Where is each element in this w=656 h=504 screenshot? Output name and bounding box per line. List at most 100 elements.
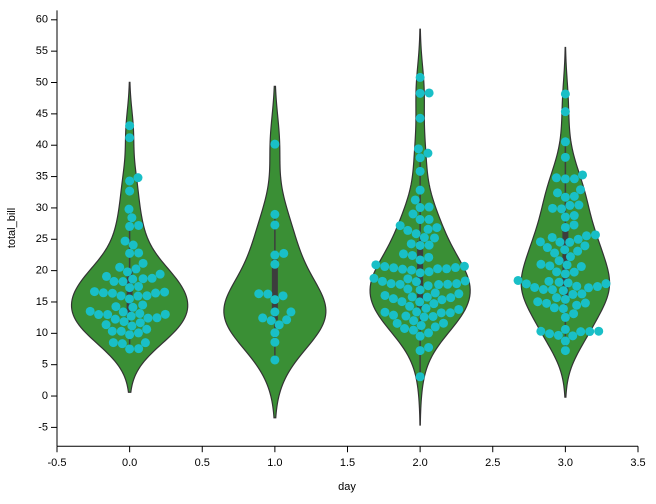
x-tick-label: 2.0 (412, 457, 427, 469)
swarm-point (415, 113, 425, 123)
swarm-point (135, 318, 145, 328)
swarm-point (415, 297, 425, 307)
swarm-point (592, 282, 602, 292)
swarm-point (125, 330, 135, 340)
swarm-point (530, 282, 540, 292)
swarm-point (562, 260, 572, 270)
swarm-point (405, 301, 415, 311)
swarm-point (547, 285, 557, 295)
swarm-point (270, 139, 280, 149)
swarm-point (128, 274, 138, 284)
swarm-point (430, 322, 440, 332)
swarm-point (407, 265, 417, 275)
swarm-point (560, 294, 570, 304)
swarm-point (270, 295, 280, 305)
swarm-point (560, 245, 570, 255)
swarm-point (128, 240, 138, 250)
swarm-point (415, 153, 425, 163)
swarm-point (119, 317, 129, 327)
swarm-point (415, 203, 425, 213)
swarm-point (454, 304, 464, 314)
swarm-point (134, 220, 144, 230)
swarm-point (560, 346, 570, 356)
swarm-point (403, 274, 413, 284)
swarm-point (442, 264, 452, 274)
swarm-point (415, 185, 425, 195)
swarm-point (569, 211, 579, 221)
swarm-point (109, 276, 119, 286)
swarm-point (128, 302, 138, 312)
swarm-point (424, 267, 434, 277)
y-tick-label: 60 (36, 14, 48, 26)
swarm-point (118, 277, 128, 287)
swarm-point (415, 255, 425, 265)
swarm-point (125, 133, 135, 143)
swarm-point (545, 329, 555, 339)
swarm-point (459, 261, 469, 271)
swarm-point (142, 324, 152, 334)
swarm-point (89, 287, 99, 297)
swarm-point (421, 303, 431, 313)
swarm-point (415, 346, 425, 356)
swarm-point (533, 297, 543, 307)
swarm-point (422, 292, 432, 302)
swarm-point (415, 372, 425, 382)
swarm-point (142, 291, 152, 301)
swarm-point (548, 203, 558, 213)
swarm-point (122, 267, 132, 277)
swarm-point (560, 192, 570, 202)
swarm-point (560, 107, 570, 117)
swarm-point (560, 174, 570, 184)
swarm-point (576, 327, 586, 337)
swarm-point (408, 325, 418, 335)
swarm-point (572, 300, 582, 310)
swarm-point (568, 331, 578, 341)
swarm-point (274, 320, 284, 330)
swarm-point (581, 231, 591, 241)
swarm-point (151, 288, 161, 298)
swarm-point (126, 311, 136, 321)
swarm-point (408, 209, 418, 219)
swarm-point (395, 221, 405, 231)
swarm-point (270, 328, 280, 338)
swarm-point (590, 230, 600, 240)
swarm-point (573, 234, 583, 244)
swarm-point (437, 295, 447, 305)
swarm-point (85, 306, 95, 316)
swarm-point (125, 176, 135, 186)
swarm-point (560, 152, 570, 162)
swarm-point (416, 321, 426, 331)
swarm-point (424, 202, 434, 212)
swarm-point (573, 246, 583, 256)
swarm-point (554, 256, 564, 266)
swarm-point (401, 311, 411, 321)
swarm-point (286, 307, 296, 317)
swarm-point (575, 185, 585, 195)
swarm-point (125, 186, 135, 196)
swarm-point (415, 285, 425, 295)
x-tick-label: 1.5 (340, 457, 355, 469)
swarm-point (419, 233, 429, 243)
swarm-point (544, 276, 554, 286)
y-tick-label: 20 (36, 265, 48, 277)
swarm-point (400, 324, 410, 334)
swarm-point (460, 276, 470, 286)
swarm-point (135, 309, 145, 319)
swarm-point (572, 281, 582, 291)
swarm-point (568, 289, 578, 299)
swarm-point (424, 240, 434, 250)
swarm-point (558, 304, 568, 314)
y-tick-label: 25 (36, 233, 48, 245)
swarm-point (125, 344, 135, 354)
swarm-point (552, 293, 562, 303)
swarm-point (101, 271, 111, 281)
swarm-point (117, 339, 127, 349)
swarm-point (270, 259, 280, 269)
swarm-point (409, 316, 419, 326)
swarm-point (446, 293, 456, 303)
y-tick-label: 0 (42, 390, 48, 402)
swarm-point (574, 200, 584, 210)
y-tick-label: 50 (36, 76, 48, 88)
swarm-point (107, 288, 117, 298)
